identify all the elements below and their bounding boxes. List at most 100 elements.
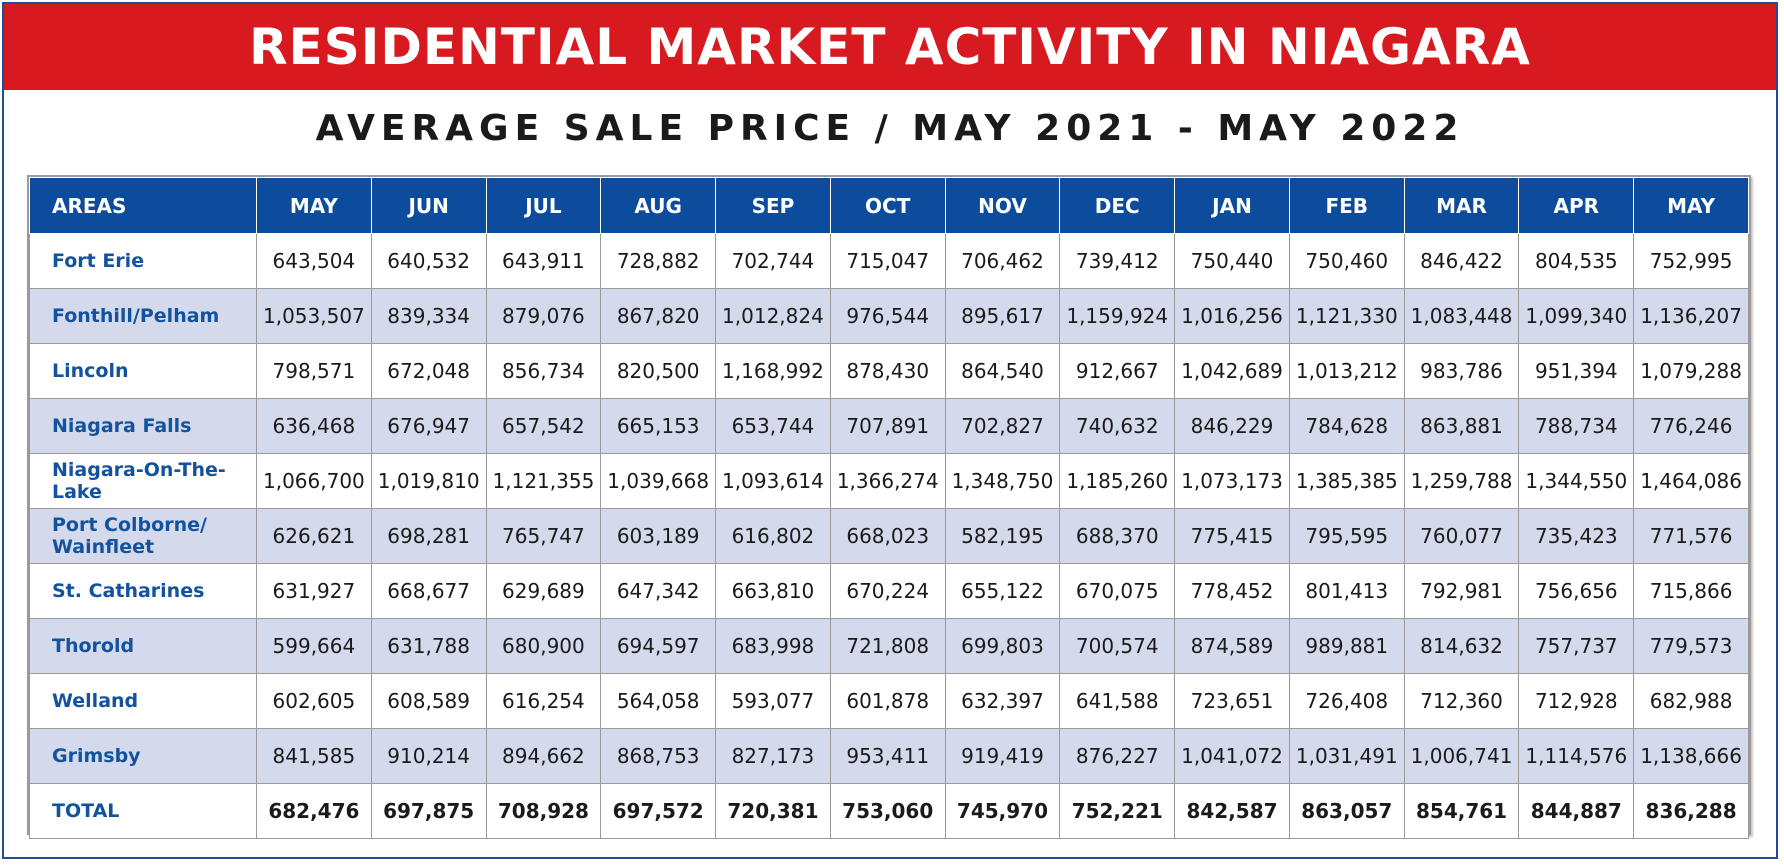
total-price-cell: 854,761 (1403, 783, 1520, 839)
price-cell: 1,006,741 (1403, 728, 1520, 784)
price-cell: 712,360 (1403, 673, 1520, 729)
price-cell: 1,039,668 (600, 453, 717, 509)
price-cell: 1,041,072 (1174, 728, 1290, 784)
price-cell: 912,667 (1059, 343, 1176, 399)
price-cell: 632,397 (944, 673, 1061, 729)
price-cell: 1,099,340 (1518, 288, 1635, 344)
price-cell: 827,173 (715, 728, 831, 784)
price-cell: 657,542 (485, 398, 602, 454)
price-cell: 626,621 (256, 508, 372, 564)
price-cell: 608,589 (370, 673, 487, 729)
area-name-cell: Grimsby (29, 728, 257, 784)
price-cell: 976,544 (829, 288, 946, 344)
price-cell: 702,827 (944, 398, 1061, 454)
column-header-month: MAR (1403, 177, 1520, 234)
table-row: St. Catharines 631,927 668,677 629,689 647,3… (29, 563, 1749, 619)
price-cell: 804,535 (1518, 233, 1635, 289)
table-row: Niagara Falls 636,468 676,947 657,542 665,15… (29, 398, 1749, 454)
price-cell: 706,462 (944, 233, 1061, 289)
table-row: Thorold 599,664 631,788 680,900 694,597 683,9… (29, 618, 1749, 674)
column-header-month: SEP (715, 177, 831, 234)
average-sale-price-table: AREAS MAY JUN JUL AUG SEP OCT NOV DEC JAN FEB MAR AP… (29, 177, 1749, 839)
table-row: Port Colborne/ Wainfleet 626,621 698,281 76… (29, 508, 1749, 564)
area-name-cell: Lincoln (29, 343, 257, 399)
price-cell: 750,460 (1288, 233, 1405, 289)
price-cell: 874,589 (1174, 618, 1290, 674)
area-name-cell: Niagara-On-The-Lake (29, 453, 257, 509)
area-name-cell: Fonthill/Pelham (29, 288, 257, 344)
price-cell: 707,891 (829, 398, 946, 454)
table-body: Fort Erie 643,504 640,532 643,911 728,882 702… (29, 233, 1749, 839)
price-cell: 1,385,385 (1288, 453, 1405, 509)
price-cell: 655,122 (944, 563, 1061, 619)
price-cell: 1,121,330 (1288, 288, 1405, 344)
price-cell: 640,532 (370, 233, 487, 289)
column-header-month: NOV (944, 177, 1061, 234)
table-row: Niagara-On-The-Lake 1,066,700 1,019,810 1,1… (29, 453, 1749, 509)
price-cell: 1,073,173 (1174, 453, 1290, 509)
column-header-month: OCT (829, 177, 946, 234)
price-cell: 776,246 (1633, 398, 1749, 454)
table-row: Fonthill/Pelham 1,053,507 839,334 879,076 86… (29, 288, 1749, 344)
price-cell: 1,348,750 (944, 453, 1061, 509)
area-name-cell: Thorold (29, 618, 257, 674)
total-price-cell: 752,221 (1059, 783, 1176, 839)
price-cell: 765,747 (485, 508, 602, 564)
price-cell: 631,927 (256, 563, 372, 619)
price-cell: 775,415 (1174, 508, 1290, 564)
table-row: Fort Erie 643,504 640,532 643,911 728,882 702… (29, 233, 1749, 289)
total-price-cell: 842,587 (1174, 783, 1290, 839)
price-cell: 616,802 (715, 508, 831, 564)
price-cell: 603,189 (600, 508, 717, 564)
price-cell: 953,411 (829, 728, 946, 784)
price-cell: 1,031,491 (1288, 728, 1405, 784)
price-cell: 760,077 (1403, 508, 1520, 564)
price-cell: 702,744 (715, 233, 831, 289)
price-cell: 839,334 (370, 288, 487, 344)
table-row: Grimsby 841,585 910,214 894,662 868,753 827,1… (29, 728, 1749, 784)
price-cell: 670,075 (1059, 563, 1176, 619)
total-price-cell: 697,875 (370, 783, 487, 839)
price-cell: 740,632 (1059, 398, 1176, 454)
price-cell: 784,628 (1288, 398, 1405, 454)
price-cell: 1,042,689 (1174, 343, 1290, 399)
column-header-month: JUL (485, 177, 602, 234)
banner-title: RESIDENTIAL MARKET ACTIVITY IN NIAGARA (4, 4, 1776, 90)
price-cell: 1,012,824 (715, 288, 831, 344)
price-cell: 750,440 (1174, 233, 1290, 289)
price-cell: 1,185,260 (1059, 453, 1176, 509)
column-header-month: MAY (256, 177, 372, 234)
price-cell: 1,114,576 (1518, 728, 1635, 784)
price-cell: 653,744 (715, 398, 831, 454)
price-cell: 643,911 (485, 233, 602, 289)
price-cell: 864,540 (944, 343, 1061, 399)
price-cell: 715,047 (829, 233, 946, 289)
area-name-cell: Niagara Falls (29, 398, 257, 454)
price-cell: 663,810 (715, 563, 831, 619)
price-cell: 700,574 (1059, 618, 1176, 674)
price-cell: 629,689 (485, 563, 602, 619)
price-cell: 1,136,207 (1633, 288, 1749, 344)
price-cell: 895,617 (944, 288, 1061, 344)
price-cell: 670,224 (829, 563, 946, 619)
total-row: TOTAL 682,476 697,875 708,928 697,572 720,381… (29, 783, 1749, 839)
price-cell: 867,820 (600, 288, 717, 344)
total-price-cell: 844,887 (1518, 783, 1635, 839)
price-cell: 683,998 (715, 618, 831, 674)
price-cell: 1,019,810 (370, 453, 487, 509)
area-name-cell: Welland (29, 673, 257, 729)
price-cell: 643,504 (256, 233, 372, 289)
total-price-cell: 753,060 (829, 783, 946, 839)
price-cell: 771,576 (1633, 508, 1749, 564)
price-cell: 1,013,212 (1288, 343, 1405, 399)
price-cell: 1,344,550 (1518, 453, 1635, 509)
price-cell: 1,121,355 (485, 453, 602, 509)
column-header-month: JUN (370, 177, 487, 234)
price-cell: 878,430 (829, 343, 946, 399)
price-cell: 846,229 (1174, 398, 1290, 454)
table-header-row: AREAS MAY JUN JUL AUG SEP OCT NOV DEC JAN FEB MAR AP… (29, 177, 1749, 234)
price-cell: 752,995 (1633, 233, 1749, 289)
area-name-cell: Port Colborne/ Wainfleet (29, 508, 257, 564)
price-cell: 798,571 (256, 343, 372, 399)
price-cell: 856,734 (485, 343, 602, 399)
